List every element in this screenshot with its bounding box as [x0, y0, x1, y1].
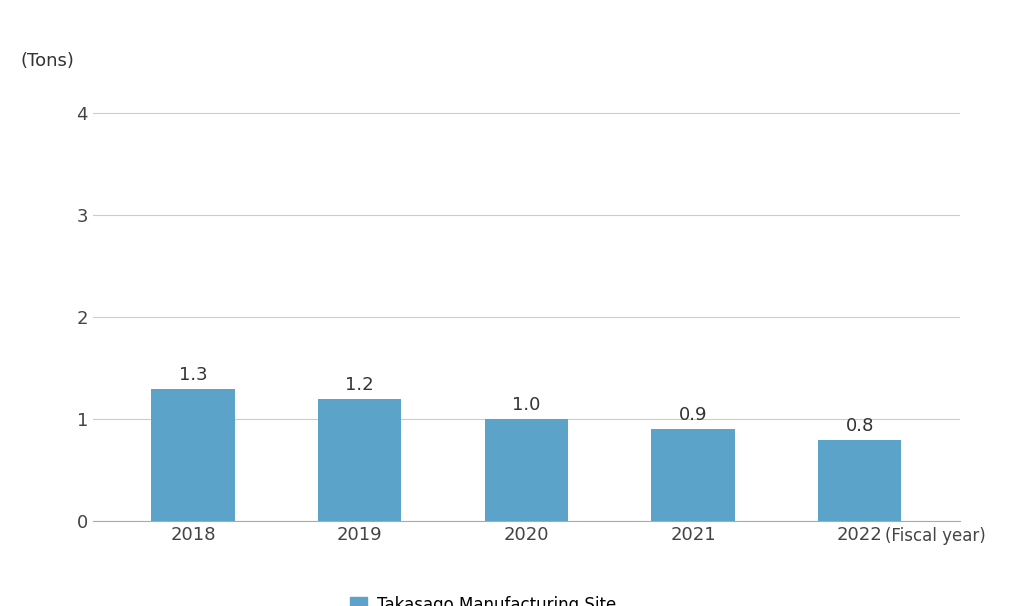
Text: 1.0: 1.0 — [512, 396, 541, 414]
Legend: Takasago Manufacturing Site: Takasago Manufacturing Site — [342, 588, 624, 606]
Text: (Fiscal year): (Fiscal year) — [884, 527, 986, 545]
Bar — [152, 388, 234, 521]
Text: (Tons): (Tons) — [21, 52, 74, 70]
Bar — [318, 399, 401, 521]
Bar — [818, 439, 901, 521]
Text: 0.8: 0.8 — [845, 416, 874, 435]
Text: 1.3: 1.3 — [179, 365, 207, 384]
Bar — [485, 419, 568, 521]
Text: 1.2: 1.2 — [346, 376, 374, 394]
Bar — [651, 430, 735, 521]
Text: 0.9: 0.9 — [679, 407, 707, 424]
